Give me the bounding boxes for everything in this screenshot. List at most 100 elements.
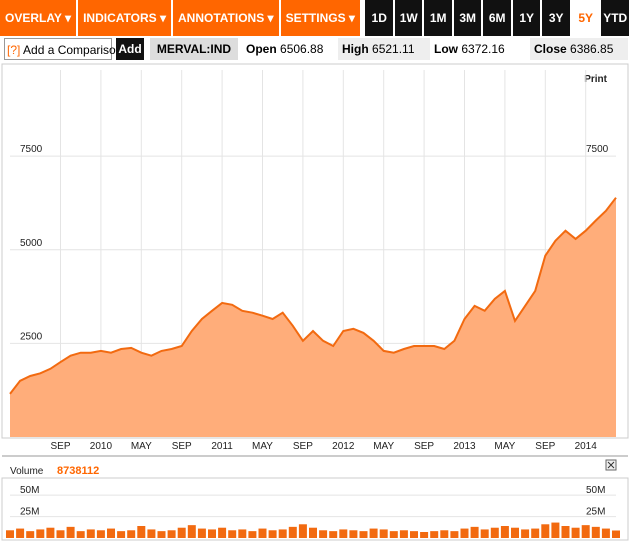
- menu-button[interactable]: OVERLAY: [0, 0, 77, 36]
- period-button[interactable]: 6M: [483, 0, 511, 36]
- volume-bar: [410, 531, 418, 538]
- volume-bar: [177, 527, 186, 538]
- volume-bar: [531, 528, 540, 538]
- compare-box[interactable]: [?] Add a Comparison: [4, 38, 122, 60]
- volume-bar: [541, 524, 550, 538]
- y-tick-label: 25M: [586, 507, 605, 518]
- x-tick-label: 2013: [453, 441, 476, 452]
- quote-row: [?] Add a Comparison Add MERVAL:IND Open…: [0, 38, 631, 60]
- volume-bar: [601, 528, 610, 538]
- volume-bar: [208, 529, 216, 538]
- volume-bar: [56, 530, 65, 538]
- field-label: Open: [246, 42, 277, 56]
- volume-bar: [480, 529, 489, 538]
- close-icon-x: [607, 461, 615, 469]
- menu-button[interactable]: SETTINGS: [280, 0, 360, 36]
- period-button[interactable]: 3Y: [542, 0, 570, 36]
- y-tick-label: 5000: [20, 238, 43, 249]
- volume-bar: [96, 530, 105, 538]
- x-tick-label: 2012: [332, 441, 355, 452]
- quote-field: Close 6386.85: [530, 38, 628, 60]
- volume-bar: [581, 525, 590, 538]
- period-button[interactable]: 3M: [453, 0, 482, 36]
- volume-bar: [46, 527, 55, 538]
- x-tick-label: 2010: [90, 441, 113, 452]
- volume-bar: [278, 529, 287, 538]
- add-button[interactable]: Add: [116, 38, 144, 60]
- x-tick-label: MAY: [131, 441, 152, 452]
- volume-bar: [6, 530, 14, 538]
- y-tick-label: 7500: [586, 144, 609, 155]
- quote-field: Open 6506.88: [246, 38, 336, 60]
- field-value: 6372.16: [461, 42, 505, 56]
- x-tick-label: 2014: [575, 441, 598, 452]
- period-button[interactable]: 1M: [424, 0, 452, 36]
- period-button[interactable]: 5Y: [571, 0, 600, 36]
- volume-bar: [157, 531, 166, 538]
- quote-field: High 6521.11: [338, 38, 430, 60]
- period-button[interactable]: 1Y: [512, 0, 541, 36]
- period-button[interactable]: YTD: [601, 0, 629, 36]
- volume-bar: [339, 529, 348, 538]
- volume-bar: [86, 529, 95, 538]
- x-tick-label: SEP: [293, 441, 313, 452]
- volume-bar: [147, 529, 156, 538]
- ticker: MERVAL:IND: [150, 38, 238, 60]
- period-button[interactable]: 1W: [394, 0, 423, 36]
- volume-bar: [329, 531, 338, 538]
- field-label: Close: [534, 42, 567, 56]
- volume-bar: [248, 531, 257, 538]
- x-tick-label: SEP: [50, 441, 70, 452]
- volume-bar: [66, 526, 75, 538]
- volume-bar: [288, 526, 297, 538]
- volume-bar: [551, 522, 560, 538]
- plot-frame: [1, 63, 629, 439]
- volume-bar: [500, 526, 509, 538]
- volume-bar: [450, 531, 459, 538]
- volume-title: Volume: [10, 466, 44, 477]
- volume-bar: [238, 529, 247, 538]
- volume-bar: [309, 527, 317, 538]
- volume-bar: [117, 531, 126, 538]
- help[interactable]: [?]: [7, 43, 21, 57]
- print[interactable]: Print: [584, 74, 607, 85]
- volume-bar: [612, 530, 620, 538]
- field-label: High: [342, 42, 369, 56]
- x-tick-label: 2011: [211, 441, 233, 452]
- menu-button[interactable]: INDICATORS: [78, 0, 171, 36]
- volume-bar: [268, 530, 277, 538]
- y-tick-label: 50M: [20, 485, 39, 496]
- quote-field: Low 6372.16: [434, 38, 526, 60]
- field-value: 6506.88: [280, 42, 324, 56]
- x-tick-label: SEP: [414, 441, 434, 452]
- volume-bar: [187, 525, 196, 538]
- volume-bar: [36, 529, 45, 538]
- volume-bar: [470, 526, 479, 538]
- y-tick-label: 7500: [20, 144, 43, 155]
- volume-bar: [420, 532, 429, 538]
- volume-bar: [218, 527, 227, 538]
- volume-bar: [389, 531, 398, 538]
- menu-button[interactable]: ANNOTATIONS: [172, 0, 279, 36]
- price-line: [9, 197, 617, 395]
- volume-bar: [319, 530, 328, 538]
- toolbar: OVERLAYINDICATORSANNOTATIONSSETTINGS1D1W…: [0, 0, 631, 36]
- volume-bar: [137, 526, 146, 538]
- volume-bar: [359, 531, 368, 538]
- volume-bar: [349, 530, 358, 538]
- y-tick-label: 2500: [20, 331, 43, 342]
- x-tick-label: MAY: [373, 441, 394, 452]
- compare-label: Add a Comparison: [23, 43, 123, 57]
- volume-bar: [16, 528, 25, 538]
- volume-bar: [561, 526, 570, 538]
- x-tick-label: SEP: [172, 441, 192, 452]
- volume-bar: [228, 530, 237, 538]
- volume-bar: [258, 528, 267, 538]
- volume-bar: [369, 528, 378, 538]
- price-area: [10, 197, 616, 437]
- x-tick-label: MAY: [494, 441, 515, 452]
- volume-bar: [26, 531, 35, 538]
- period-button[interactable]: 1D: [365, 0, 393, 36]
- volume-bar: [399, 530, 408, 538]
